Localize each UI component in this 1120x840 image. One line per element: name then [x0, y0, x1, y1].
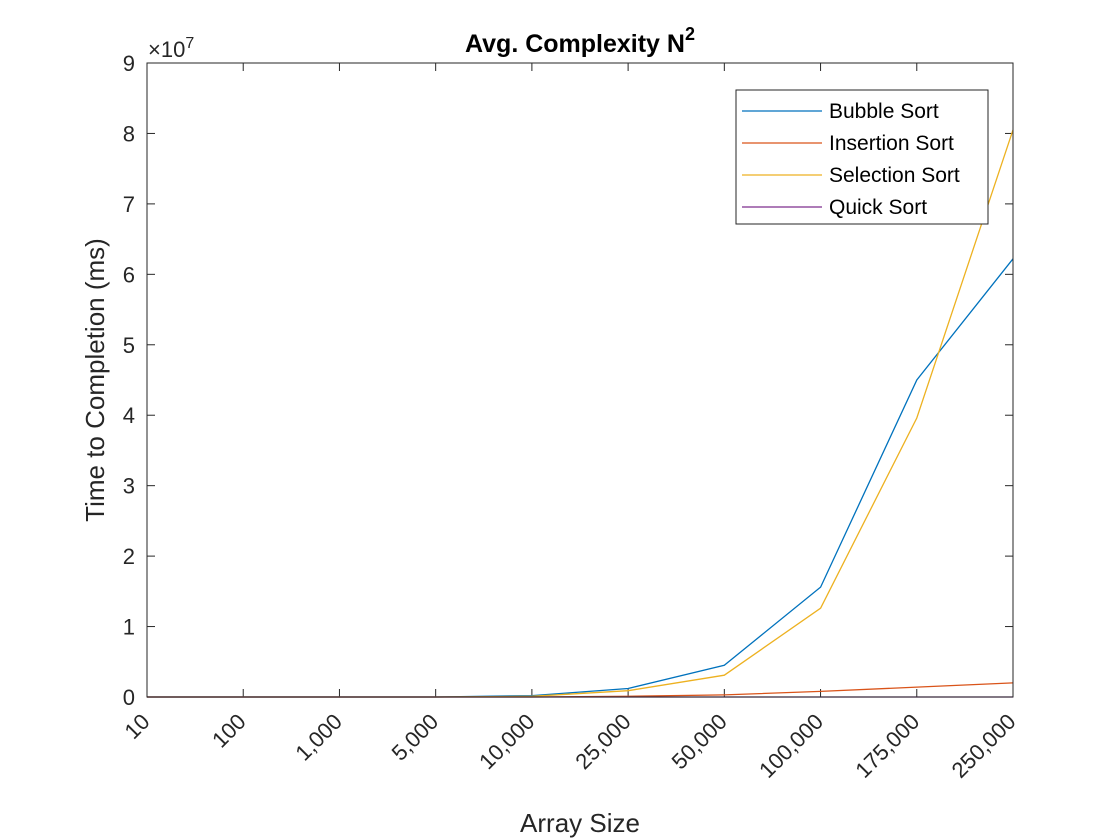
y-tick-label: 1: [123, 615, 135, 640]
y-tick-label: 2: [123, 544, 135, 569]
y-tick-label: 3: [123, 474, 135, 499]
y-tick-label: 8: [123, 121, 135, 146]
y-tick-label: 7: [123, 192, 135, 217]
legend-label: Selection Sort: [829, 164, 960, 187]
chart-title: Avg. Complexity N2: [465, 24, 695, 58]
legend-label: Insertion Sort: [829, 132, 954, 155]
legend: Bubble Sort Insertion Sort Selection Sort Q…: [735, 89, 989, 225]
y-tick-label: 0: [123, 685, 135, 710]
y-tick-label: 5: [123, 333, 135, 358]
legend-label: Quick Sort: [829, 196, 927, 219]
x-axis-label: Array Size: [520, 808, 640, 838]
y-exponent-label: ×107: [148, 35, 194, 62]
y-axis-label: Time to Completion (ms): [80, 238, 110, 522]
legend-box: [735, 89, 989, 225]
legend-label: Bubble Sort: [829, 100, 939, 123]
y-tick-label: 4: [123, 403, 135, 428]
y-tick-label: 6: [123, 262, 135, 287]
y-tick-label: 9: [123, 51, 135, 76]
axes-box: [146, 62, 1014, 698]
